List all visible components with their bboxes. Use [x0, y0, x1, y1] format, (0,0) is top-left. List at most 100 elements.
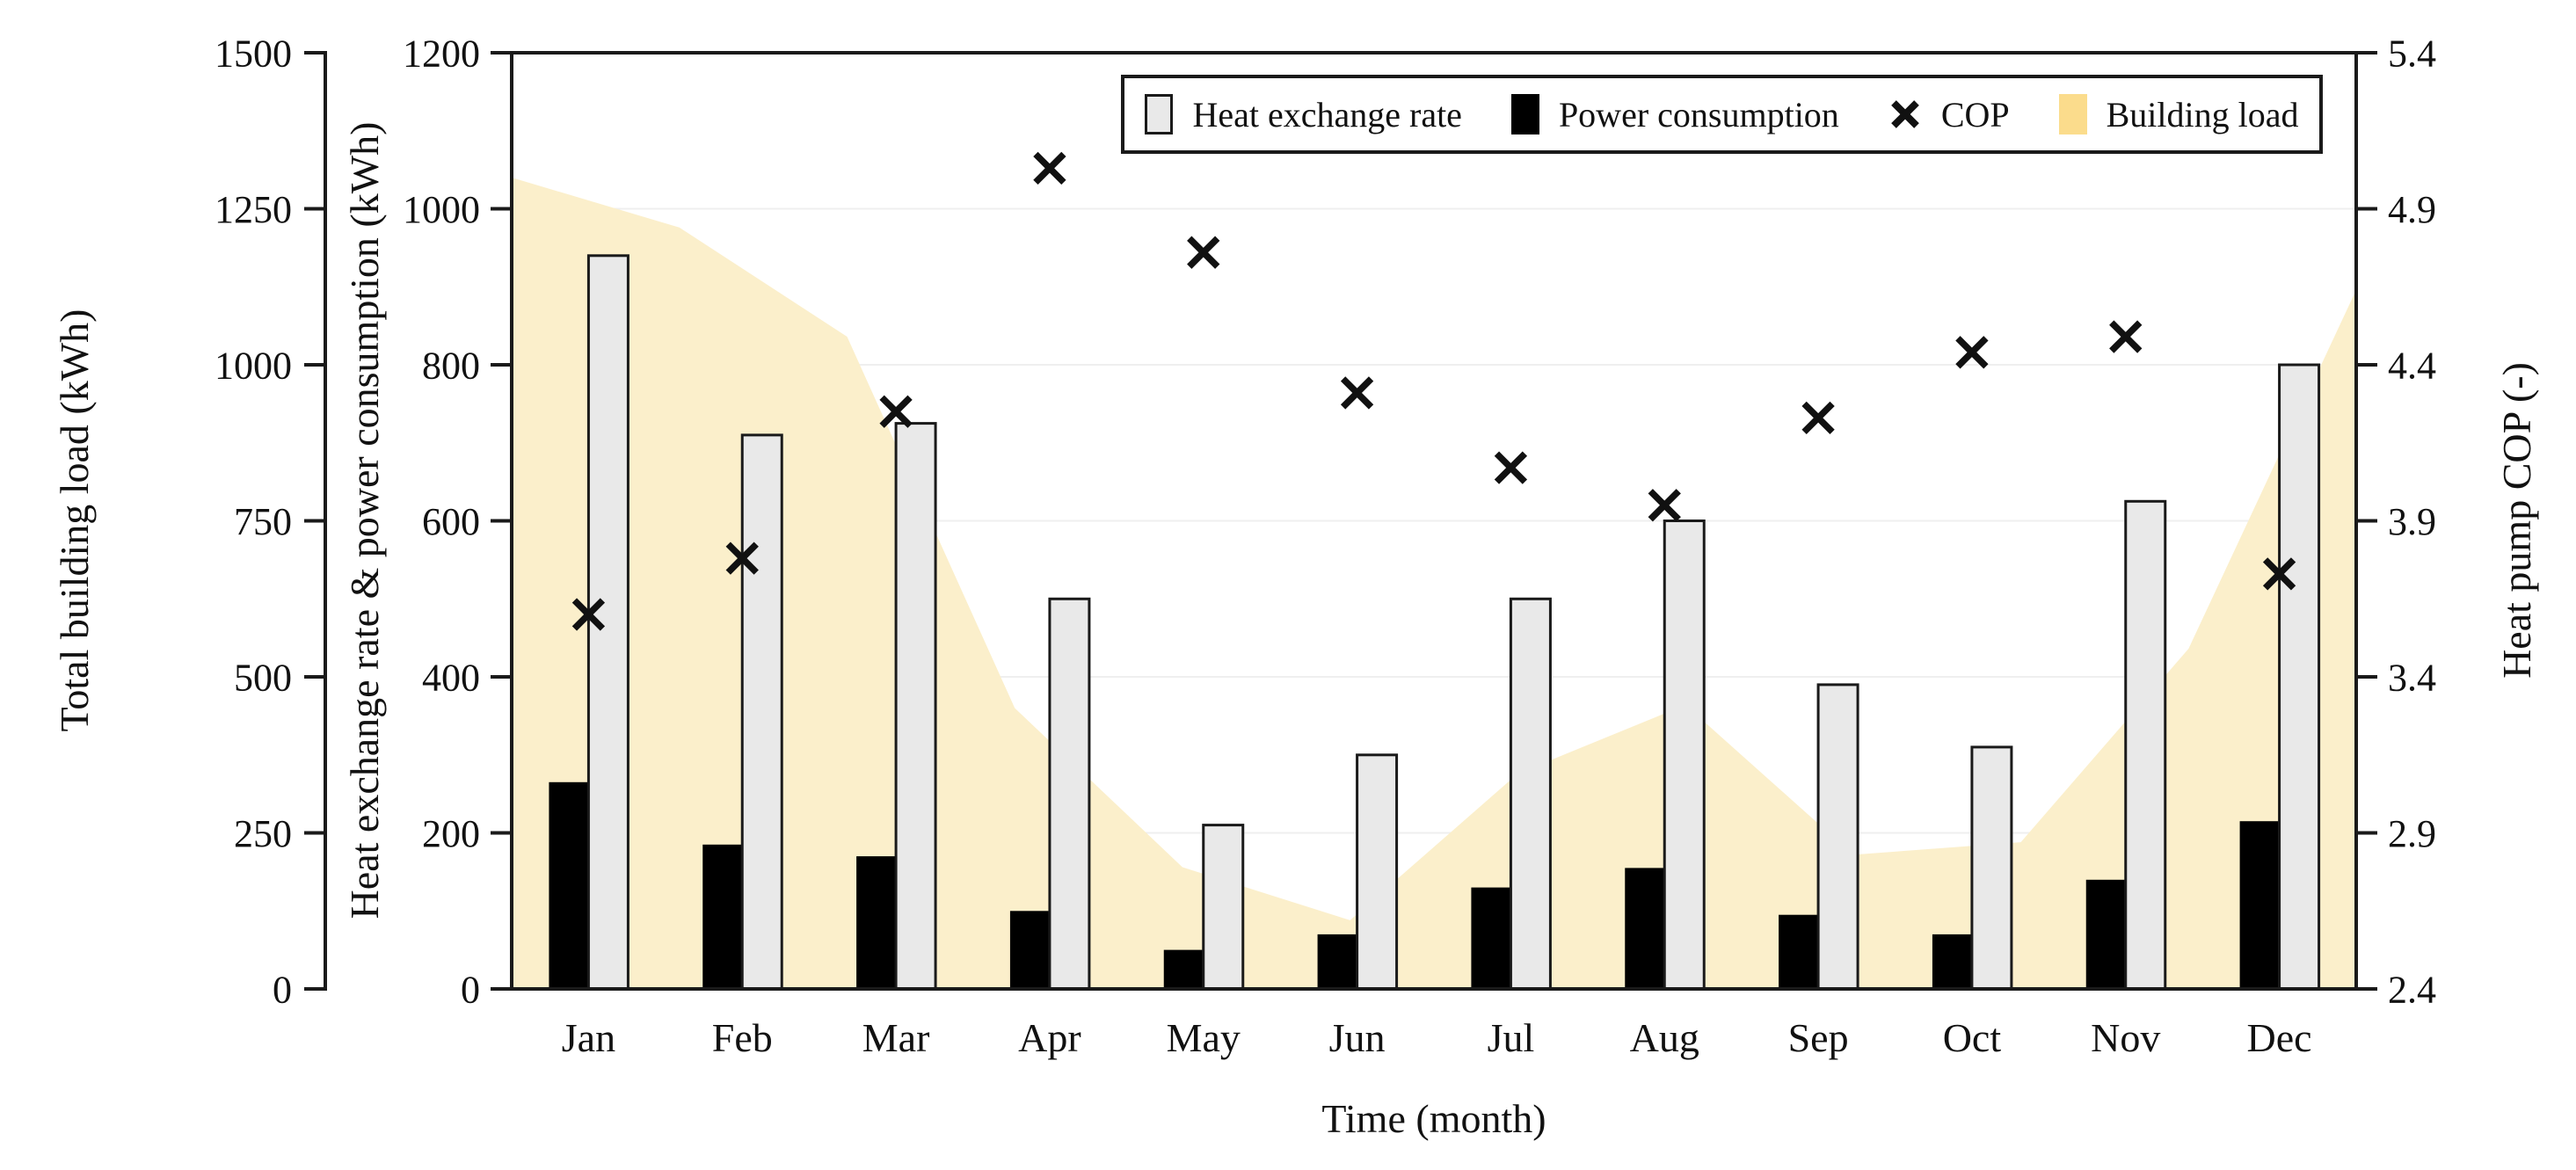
cop-marker-stroke: [1187, 236, 1220, 269]
bar-power-consumption-jan: [549, 781, 589, 989]
month-label-oct: Oct: [1943, 1015, 2002, 1060]
right-axis-tick-label: 3.9: [2388, 500, 2436, 543]
month-label-may: May: [1167, 1015, 1241, 1060]
left-outer-axis-tick-label: 1000: [215, 344, 292, 387]
month-label-apr: Apr: [1018, 1015, 1081, 1060]
cop-marker-stroke: [1340, 376, 1374, 410]
right-axis-title: Heat pump COP (-): [2494, 362, 2539, 679]
right-axis-tick-label: 2.4: [2388, 968, 2436, 1011]
heat-exchange-rate-swatch-icon: [1145, 94, 1174, 134]
bar-heat-exchange-rate-jul: [1509, 597, 1552, 991]
month-label-jan: Jan: [562, 1015, 615, 1060]
bar-power-consumption-mar: [856, 856, 897, 989]
right-axis-tick-label: 2.9: [2388, 812, 2436, 855]
cop-marker-stroke: [2109, 320, 2143, 353]
left-outer-axis-tick-label: 0: [273, 968, 292, 1011]
legend-label: Building load: [2106, 94, 2299, 134]
cop-marker-nov: [2109, 320, 2143, 353]
bar-power-consumption-oct: [1932, 934, 1972, 989]
cop-marker-jan: [571, 598, 606, 631]
month-label-sep: Sep: [1788, 1015, 1849, 1060]
cop-marker-jun: [1340, 376, 1374, 410]
bar-heat-exchange-rate-may: [1202, 824, 1245, 991]
legend-item-building-load: Building load: [2058, 94, 2299, 135]
right-axis-tick-label: 5.4: [2388, 32, 2436, 75]
bar-power-consumption-apr: [1009, 911, 1050, 990]
month-label-jun: Jun: [1329, 1015, 1386, 1060]
month-label-dec: Dec: [2247, 1015, 2312, 1060]
left-outer-axis-tick-label: 750: [234, 500, 292, 543]
month-label-jul: Jul: [1488, 1015, 1535, 1060]
bar-heat-exchange-rate-dec: [2278, 363, 2321, 991]
cop-marker-stroke: [1648, 489, 1681, 522]
cop-marker-apr: [1033, 151, 1066, 185]
month-label-aug: Aug: [1630, 1015, 1699, 1060]
bar-power-consumption-dec: [2239, 821, 2280, 989]
cop-x-marker-icon: [1890, 100, 1919, 128]
cop-marker-stroke: [1801, 401, 1835, 435]
building-load-swatch-icon: [2058, 94, 2087, 134]
cop-marker-sep: [1801, 401, 1835, 435]
bar-heat-exchange-rate-mar: [894, 422, 937, 991]
bar-power-consumption-nov: [2085, 879, 2126, 990]
left-inner-axis-tick-label: 1000: [403, 188, 480, 231]
cop-marker-stroke: [879, 395, 913, 428]
left-outer-axis-tick-label: 500: [234, 656, 292, 699]
cop-marker-oct: [1955, 336, 1989, 369]
building-load-area: [512, 178, 2356, 989]
left-inner-axis-title: Heat exchange rate & power consumption (…: [342, 122, 387, 919]
legend-item-cop: COP: [1888, 94, 2010, 135]
bar-power-consumption-sep: [1779, 914, 1819, 989]
cop-marker-stroke: [2262, 557, 2296, 591]
bar-heat-exchange-rate-sep: [1816, 683, 1859, 991]
bar-heat-exchange-rate-nov: [2124, 499, 2167, 991]
right-axis-tick-label: 4.4: [2388, 344, 2436, 387]
cop-marker-dec: [2262, 557, 2296, 591]
month-label-nov: Nov: [2091, 1015, 2160, 1060]
bar-power-consumption-jun: [1317, 934, 1357, 989]
cop-marker-stroke: [1494, 451, 1528, 484]
left-inner-axis-tick-label: 1200: [403, 32, 480, 75]
right-axis-tick-label: 4.9: [2388, 188, 2436, 231]
bar-power-consumption-aug: [1625, 868, 1665, 989]
power-consumption-swatch-icon: [1510, 94, 1539, 134]
cop-marker-aug: [1648, 489, 1681, 522]
legend-item-heat-exchange-rate: Heat exchange rate: [1145, 94, 1462, 135]
left-inner-axis-tick-label: 0: [461, 968, 480, 1011]
legend-label: Heat exchange rate: [1192, 94, 1462, 134]
bar-power-consumption-feb: [702, 844, 743, 989]
cop-marker-feb: [725, 541, 759, 575]
legend-item-power-consumption: Power consumption: [1510, 94, 1839, 135]
x-axis-title: Time (month): [1321, 1096, 1546, 1141]
cop-marker-stroke: [1033, 151, 1066, 185]
left-inner-axis-tick-label: 800: [422, 344, 480, 387]
cop-marker-jul: [1494, 451, 1528, 484]
bar-power-consumption-jul: [1471, 887, 1511, 989]
left-outer-axis-tick-label: 250: [234, 812, 292, 855]
cop-marker-stroke: [725, 541, 759, 575]
left-inner-axis-tick-label: 600: [422, 500, 480, 543]
bar-heat-exchange-rate-feb: [740, 433, 783, 991]
bar-heat-exchange-rate-apr: [1048, 597, 1091, 991]
left-outer-axis-tick-label: 1500: [215, 32, 292, 75]
left-inner-axis-tick-label: 400: [422, 656, 480, 699]
bar-heat-exchange-rate-jun: [1356, 753, 1399, 991]
left-inner-axis-tick-label: 200: [422, 812, 480, 855]
month-label-feb: Feb: [712, 1015, 773, 1060]
chart-legend: Heat exchange rate Power consumption COP…: [1121, 75, 2323, 154]
right-axis-tick-label: 3.4: [2388, 656, 2436, 699]
left-outer-axis-tick-label: 1250: [215, 188, 292, 231]
month-label-mar: Mar: [862, 1015, 930, 1060]
cop-marker-mar: [879, 395, 913, 428]
bar-power-consumption-may: [1163, 949, 1204, 989]
cop-marker-stroke: [571, 598, 606, 631]
legend-label: Power consumption: [1558, 94, 1839, 134]
bar-heat-exchange-rate-aug: [1663, 520, 1706, 991]
cop-marker-may: [1187, 236, 1220, 269]
bar-heat-exchange-rate-oct: [1970, 745, 2013, 991]
left-outer-axis-title: Total building load (kWh): [52, 309, 97, 732]
cop-marker-stroke: [1955, 336, 1989, 369]
legend-label: COP: [1940, 94, 2010, 134]
